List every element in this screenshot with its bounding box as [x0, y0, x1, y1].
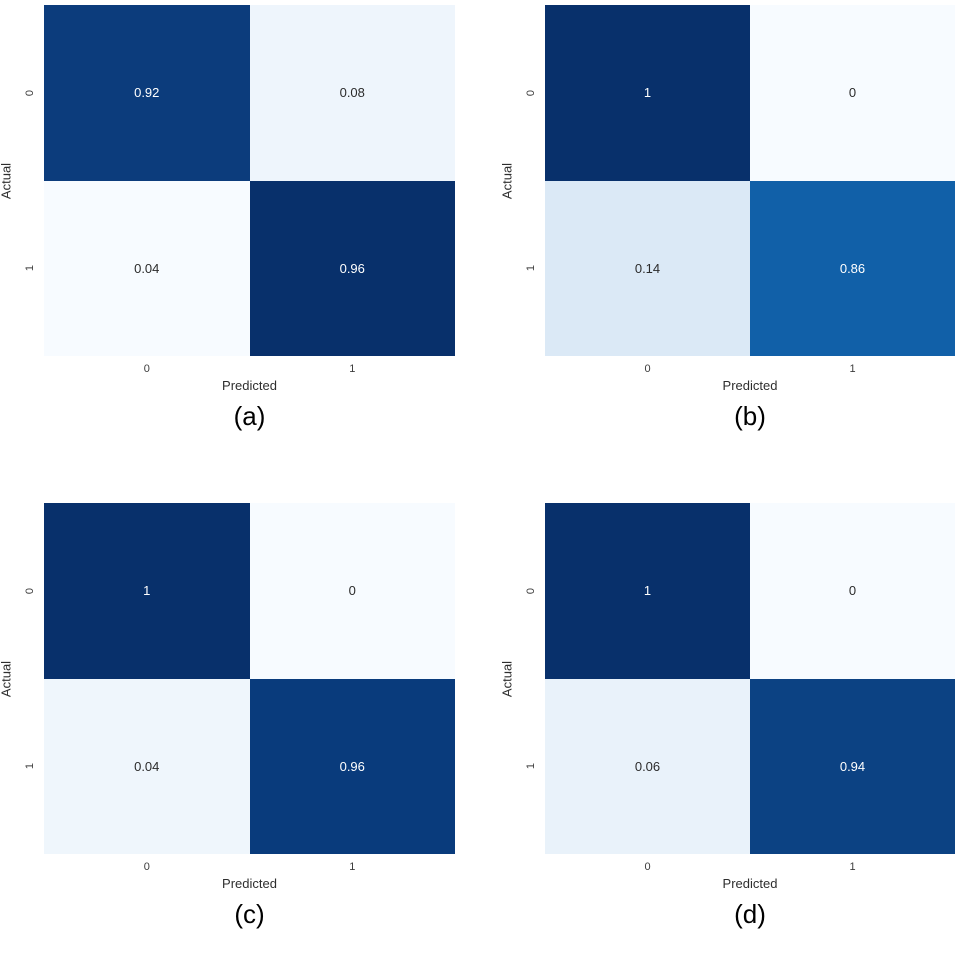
y-tick-1: 1: [525, 265, 537, 272]
heatmap-cell: 0.14: [545, 180, 750, 356]
y-axis-label: Actual: [0, 162, 14, 199]
y-axis-b: Actual 0 1: [499, 5, 545, 356]
x-ticks-d: 0 1: [545, 854, 955, 875]
heatmap-cell: 0.94: [750, 678, 955, 854]
panel-caption-c: (c): [234, 899, 265, 929]
panel-caption-d: (d): [734, 899, 766, 929]
heatmap-cell: 0.04: [44, 180, 250, 356]
heatmap-cell: 0: [750, 5, 955, 181]
heatmap-b: 1 0 0.14 0.86: [545, 5, 955, 356]
y-axis-label: Actual: [499, 162, 515, 199]
y-tick-1: 1: [24, 763, 36, 770]
confusion-matrix-panel-c: Actual 0 1 1 0 0.04 0.96 0 1 Predicted (…: [0, 503, 455, 930]
x-axis-label: Predicted: [722, 876, 778, 891]
x-axis-label: Predicted: [222, 378, 277, 393]
heatmap-cell: 0.06: [545, 678, 750, 854]
confusion-matrix-panel-a: Actual 0 1 0.92 0.08 0.04 0.96 0 1 Predi…: [0, 5, 455, 432]
heatmap-cell: 1: [44, 503, 250, 679]
x-axis-label: Predicted: [722, 378, 778, 393]
plot-area-d: Actual 0 1 1 0 0.06 0.94: [499, 503, 955, 854]
heatmap-a: 0.92 0.08 0.04 0.96: [44, 5, 455, 356]
heatmap-cell: 0: [249, 503, 455, 679]
y-axis-d: Actual 0 1: [499, 503, 545, 854]
y-tick-0: 0: [525, 587, 537, 594]
x-ticks-c: 0 1: [44, 854, 455, 875]
y-axis-a: Actual 0 1: [0, 5, 44, 356]
heatmap-cell: 0.92: [44, 5, 250, 181]
x-tick-0: 0: [644, 363, 651, 375]
y-axis-c: Actual 0 1: [0, 503, 44, 854]
confusion-matrix-panel-b: Actual 0 1 1 0 0.14 0.86 0 1 Predicted (…: [455, 5, 955, 432]
x-tick-0: 0: [644, 861, 651, 873]
panel-caption-a: (a): [233, 401, 266, 431]
heatmap-cell: 0: [750, 503, 955, 679]
y-tick-0: 0: [24, 587, 36, 594]
x-tick-1: 1: [849, 363, 856, 375]
x-tick-1: 1: [349, 363, 356, 375]
heatmap-cell: 1: [545, 5, 750, 181]
plot-area-c: Actual 0 1 1 0 0.04 0.96: [0, 503, 455, 854]
heatmap-c: 1 0 0.04 0.96: [44, 503, 455, 854]
heatmap-cell: 1: [545, 503, 750, 679]
plot-area-a: Actual 0 1 0.92 0.08 0.04 0.96: [0, 5, 455, 356]
heatmap-cell: 0.96: [249, 180, 455, 356]
x-ticks-b: 0 1: [545, 356, 955, 377]
x-tick-1: 1: [349, 861, 356, 873]
heatmap-d: 1 0 0.06 0.94: [545, 503, 955, 854]
heatmap-cell: 0.96: [249, 678, 455, 854]
plot-area-b: Actual 0 1 1 0 0.14 0.86: [499, 5, 955, 356]
y-tick-0: 0: [525, 89, 537, 96]
y-tick-1: 1: [525, 763, 537, 770]
heatmap-cell: 0.86: [750, 180, 955, 356]
y-axis-label: Actual: [499, 660, 515, 697]
panel-caption-b: (b): [734, 401, 766, 431]
heatmap-cell: 0.08: [249, 5, 455, 181]
x-tick-0: 0: [143, 363, 150, 375]
y-tick-0: 0: [24, 89, 36, 96]
confusion-matrix-panel-d: Actual 0 1 1 0 0.06 0.94 0 1 Predicted (…: [455, 503, 955, 930]
y-axis-label: Actual: [0, 660, 14, 697]
y-tick-1: 1: [24, 265, 36, 272]
heatmap-cell: 0.04: [44, 678, 250, 854]
x-axis-label: Predicted: [222, 876, 277, 891]
x-ticks-a: 0 1: [44, 356, 455, 377]
x-tick-0: 0: [143, 861, 150, 873]
x-tick-1: 1: [849, 861, 856, 873]
confusion-matrix-grid: Actual 0 1 0.92 0.08 0.04 0.96 0 1 Predi…: [0, 5, 955, 930]
